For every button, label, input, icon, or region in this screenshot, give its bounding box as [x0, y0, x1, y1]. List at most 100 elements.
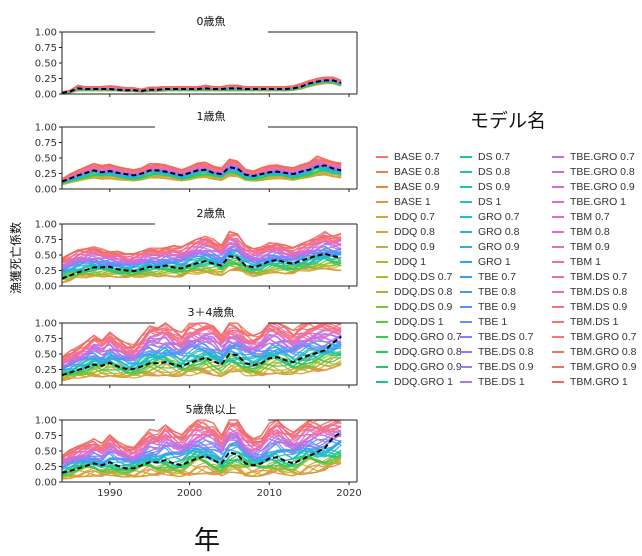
panel-title: 5歳魚以上 [186, 403, 237, 416]
series-group [62, 76, 342, 95]
legend-swatch [376, 276, 388, 279]
panel-title: 0歳魚 [197, 15, 226, 28]
reference-line [61, 431, 342, 474]
x-tick-label: 2010 [257, 488, 282, 499]
legend-swatch [376, 201, 388, 204]
legend-item: DDQ.DS 0.8 [376, 285, 452, 299]
legend-swatch [460, 186, 472, 189]
legend-swatch [552, 201, 564, 204]
legend-item: TBE.GRO 0.9 [552, 180, 635, 194]
series-line-gro-1 [62, 342, 342, 370]
y-tick-label: 0.00 [35, 185, 57, 196]
series-line-tbm-gro-1 [62, 322, 342, 359]
y-tick-label: 0.50 [35, 350, 57, 361]
legend-item: TBE.GRO 0.7 [552, 150, 635, 164]
y-tick-label: 0.25 [35, 462, 57, 473]
legend-item: DDQ.DS 0.9 [376, 300, 452, 314]
legend-item: TBM.DS 1 [552, 315, 618, 329]
legend-label: DDQ 0.7 [394, 211, 435, 223]
y-tick-label: 0.75 [35, 431, 57, 442]
series-line-tbm-gro-1 [62, 76, 342, 93]
legend-item: TBM 0.7 [552, 210, 610, 224]
series-line-tbm-gro-1 [62, 230, 342, 259]
legend-label: DDQ 0.9 [394, 241, 435, 253]
legend-swatch [460, 276, 472, 279]
legend-label: DDQ 1 [394, 256, 427, 268]
legend-item: DDQ 0.8 [376, 225, 435, 239]
legend-swatch [460, 351, 472, 354]
legend-label: TBM.DS 0.7 [570, 271, 628, 283]
legend-swatch [552, 156, 564, 159]
legend-item: GRO 1 [460, 255, 511, 269]
y-tick-label: 0.50 [35, 251, 57, 262]
legend-label: BASE 1 [394, 196, 431, 208]
y-tick-label: 0.50 [35, 154, 57, 165]
legend-item: DS 0.7 [460, 150, 510, 164]
legend-label: TBE.DS 0.8 [478, 346, 534, 358]
panel-title: 2歳魚 [197, 207, 226, 220]
series-line-tbe-gro-0-7 [62, 430, 342, 464]
legend-item: DDQ 1 [376, 255, 426, 269]
legend-swatch [460, 366, 472, 369]
legend-item: DDQ 0.9 [376, 240, 435, 254]
legend-label: DDQ.DS 0.8 [394, 286, 453, 298]
legend-swatch [552, 216, 564, 219]
legend-label: TBM 0.9 [570, 241, 610, 253]
legend-swatch [376, 381, 388, 384]
legend-swatch [376, 336, 388, 339]
series-line-tbm-ds-0-7 [62, 323, 342, 363]
legend-swatch [376, 186, 388, 189]
legend-swatch [376, 321, 388, 324]
legend-label: TBE.DS 0.7 [478, 331, 534, 343]
legend-item: BASE 0.7 [376, 150, 440, 164]
legend-label: DDQ.GRO 0.8 [394, 346, 462, 358]
legend-swatch [552, 351, 564, 354]
reference-line [61, 335, 342, 377]
legend-item: DDQ.GRO 0.9 [376, 360, 462, 374]
y-tick-label: 0.50 [35, 447, 57, 458]
panel-title: 3＋4歳魚 [188, 306, 235, 319]
legend-swatch [460, 291, 472, 294]
legend-swatch [376, 171, 388, 174]
legend-item: TBE.DS 0.8 [460, 345, 533, 359]
y-tick-label: 1.00 [35, 123, 57, 134]
series-group [62, 419, 342, 480]
legend-label: TBE.GRO 0.8 [570, 166, 635, 178]
y-tick-label: 1.00 [35, 28, 57, 39]
legend-label: BASE 0.7 [394, 151, 440, 163]
legend-swatch [552, 306, 564, 309]
series-group [62, 230, 342, 284]
legend-swatch [376, 231, 388, 234]
legend-label: DDQ.GRO 1 [394, 376, 453, 388]
legend-item: TBM.DS 0.8 [552, 285, 627, 299]
legend-label: DDQ 0.8 [394, 226, 435, 238]
series-line-tbe-0-8 [62, 439, 342, 469]
legend-label: TBM.GRO 1 [570, 376, 628, 388]
legend-item: DDQ.DS 0.7 [376, 270, 452, 284]
legend-label: TBM 1 [570, 256, 601, 268]
legend-item: BASE 0.9 [376, 180, 440, 194]
y-tick-label: 0.25 [35, 266, 57, 277]
legend-swatch [552, 366, 564, 369]
legend-swatch [552, 321, 564, 324]
y-tick-label: 0.75 [35, 43, 57, 54]
series-line-tbe-ds-0-7 [62, 242, 342, 266]
y-tick-label: 0.25 [35, 365, 57, 376]
legend-label: TBM.DS 0.8 [570, 286, 628, 298]
reference-line [61, 164, 342, 183]
legend-label: TBE 0.9 [478, 301, 516, 313]
series-line-tbm-gro-1 [62, 155, 342, 180]
legend-label: GRO 0.7 [478, 211, 520, 223]
legend-swatch [552, 171, 564, 174]
legend-label: TBM.GRO 0.7 [570, 331, 637, 343]
legend-swatch [552, 276, 564, 279]
y-tick-label: 0.75 [35, 334, 57, 345]
legend-swatch [460, 261, 472, 264]
legend-item: TBE.GRO 1 [552, 195, 626, 209]
x-tick-label: 2000 [177, 488, 202, 499]
legend-item: BASE 0.8 [376, 165, 440, 179]
legend-item: DDQ.GRO 0.7 [376, 330, 462, 344]
legend-item: DDQ.DS 1 [376, 315, 444, 329]
legend-label: TBM 0.8 [570, 226, 610, 238]
